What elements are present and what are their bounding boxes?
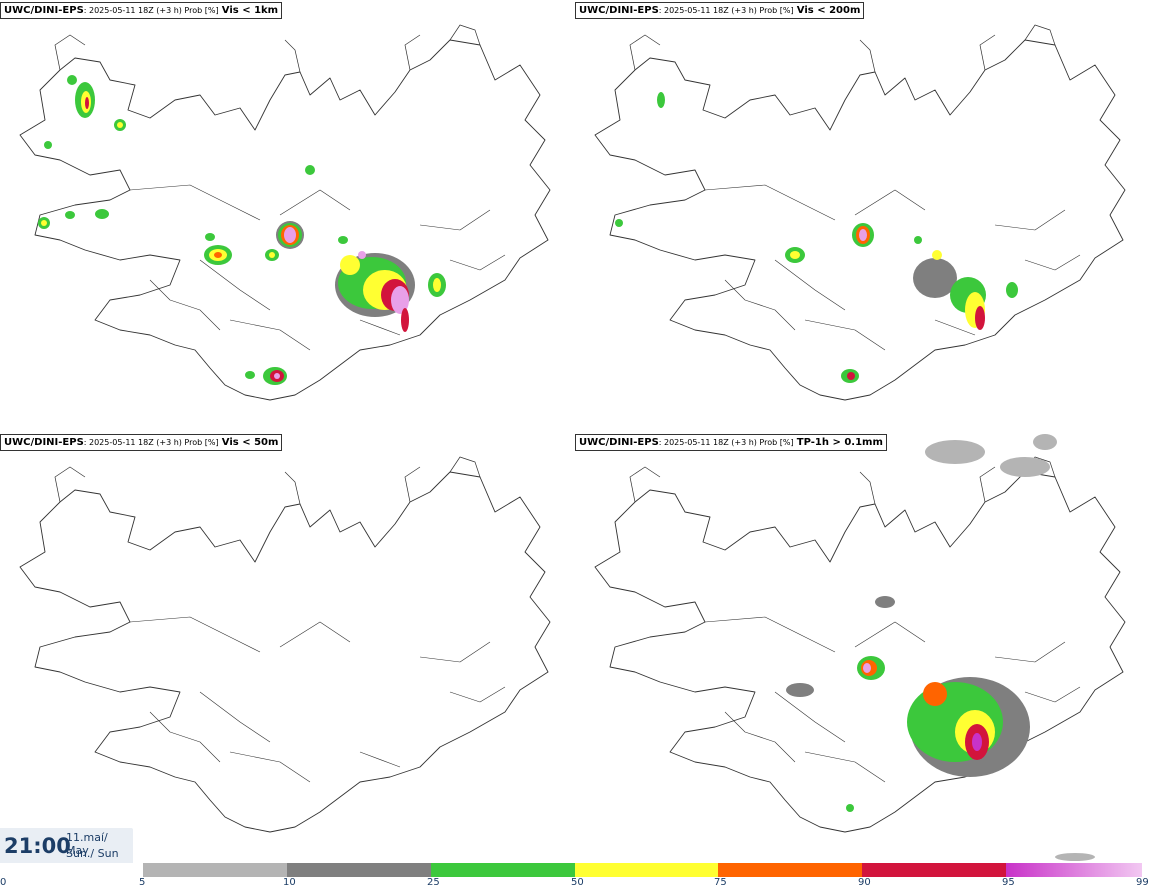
panel-title: UWC/DINI-EPS: 2025-05-11 18Z (+3 h) Prob… [575, 434, 887, 451]
colorbar-tick-label: 50 [571, 877, 584, 888]
colorbar-segment [0, 863, 143, 877]
run-info: : 2025-05-11 18Z (+3 h) Prob [%] [83, 6, 219, 15]
run-info: : 2025-05-11 18Z (+3 h) Prob [%] [83, 438, 219, 447]
colorbar-segment [143, 863, 287, 877]
model-name: UWC/DINI-EPS [4, 5, 84, 16]
panel-title: UWC/DINI-EPS: 2025-05-11 18Z (+3 h) Prob… [0, 434, 283, 451]
valid-time-box: 21:00 11.maí/ May Sun./ Sun [0, 828, 133, 868]
map-panel-vis-1km: UWC/DINI-EPS: 2025-05-11 18Z (+3 h) Prob… [0, 0, 575, 430]
parameter-label: Vis < 200m [796, 5, 861, 16]
prob-blobs [38, 75, 446, 385]
run-info: : 2025-05-11 18Z (+3 h) Prob [%] [658, 438, 794, 447]
colorbar-tick-label: 95 [1002, 877, 1015, 888]
prob-blobs [786, 434, 1095, 861]
colorbar-tick-label: 90 [858, 877, 871, 888]
colorbar-segment [1006, 863, 1142, 877]
run-info: : 2025-05-11 18Z (+3 h) Prob [%] [658, 6, 794, 15]
parameter-label: Vis < 50m [221, 437, 279, 448]
map-panel-tp-1h: UWC/DINI-EPS: 2025-05-11 18Z (+3 h) Prob… [575, 432, 1150, 862]
iceland-map [19, 24, 551, 401]
iceland-map [594, 24, 1126, 401]
colorbar-tick-label: 0 [0, 877, 7, 888]
map-panel-vis-200m: UWC/DINI-EPS: 2025-05-11 18Z (+3 h) Prob… [575, 0, 1150, 430]
iceland-map [19, 456, 551, 833]
map-panel-vis-50m: UWC/DINI-EPS: 2025-05-11 18Z (+3 h) Prob… [0, 432, 575, 862]
parameter-label: TP-1h > 0.1mm [796, 437, 883, 448]
panel-title: UWC/DINI-EPS: 2025-05-11 18Z (+3 h) Prob… [575, 2, 865, 19]
colorbar-tick-label: 99 [1136, 877, 1149, 888]
probability-colorbar: 0 5 10 25 50 75 90 95 99 [0, 862, 1150, 891]
colorbar-segment [287, 863, 431, 877]
model-name: UWC/DINI-EPS [4, 437, 84, 448]
parameter-label: Vis < 1km [221, 5, 279, 16]
colorbar-tick-label: 10 [283, 877, 296, 888]
colorbar-segment [431, 863, 575, 877]
valid-date-line2: Sun./ Sun [66, 847, 119, 860]
panel-title: UWC/DINI-EPS: 2025-05-11 18Z (+3 h) Prob… [0, 2, 283, 19]
iceland-map [594, 434, 1126, 861]
colorbar-segment [718, 863, 862, 877]
colorbar-segment [575, 863, 718, 877]
model-name: UWC/DINI-EPS [579, 437, 659, 448]
model-name: UWC/DINI-EPS [579, 5, 659, 16]
colorbar-tick-label: 75 [714, 877, 727, 888]
valid-date-line1: 11.maí/ May [66, 831, 108, 857]
valid-time: 21:00 [4, 834, 71, 858]
prob-blobs [615, 92, 1018, 383]
colorbar-tick-label: 25 [427, 877, 440, 888]
colorbar-segment [862, 863, 1006, 877]
colorbar-tick-label: 5 [139, 877, 146, 888]
